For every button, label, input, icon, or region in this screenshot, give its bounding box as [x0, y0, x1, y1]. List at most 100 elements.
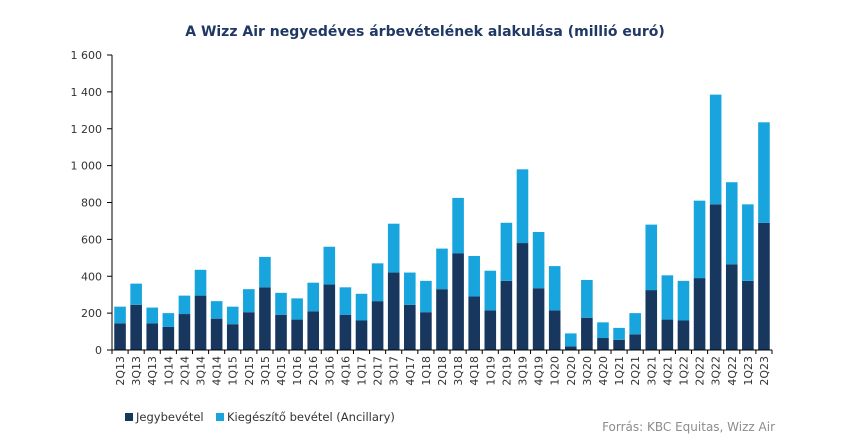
y-tick-label: 0 [95, 344, 102, 357]
bar-ancillary-1Q23 [742, 204, 754, 281]
bar-ticket-2Q19 [500, 280, 513, 350]
source-note: Forrás: KBC Equitas, Wizz Air [602, 420, 775, 434]
bar-ancillary-2Q14 [178, 295, 191, 315]
x-tick-label: 3Q21 [645, 356, 658, 386]
bar-ticket-1Q14 [162, 326, 175, 350]
x-tick-label: 3Q18 [452, 356, 465, 386]
x-tick-label: 2Q20 [565, 356, 578, 386]
x-tick-label: 1Q15 [227, 356, 240, 386]
bar-ticket-1Q17 [355, 320, 368, 350]
x-tick-label: 3Q19 [516, 356, 529, 386]
bar-ticket-3Q15 [259, 287, 271, 350]
y-tick-label: 1 600 [71, 49, 103, 62]
x-tick-label: 1Q20 [549, 356, 562, 386]
bar-ticket-2Q16 [307, 311, 320, 350]
bar-ticket-1Q16 [291, 319, 303, 350]
y-tick-label: 400 [81, 270, 102, 283]
x-tick-label: 1Q17 [356, 356, 369, 386]
bar-ticket-2Q23 [758, 222, 770, 350]
x-tick-label: 2Q15 [243, 356, 256, 386]
bar-ancillary-3Q15 [259, 256, 271, 288]
x-tick-label: 2Q19 [500, 356, 513, 386]
x-tick-label: 2Q21 [629, 356, 642, 386]
x-tick-label: 4Q21 [661, 356, 674, 386]
x-tick-label: 3Q20 [581, 356, 594, 386]
bar-ancillary-2Q19 [500, 222, 513, 281]
bar-ticket-4Q19 [532, 288, 545, 350]
chart-title: A Wizz Air negyedéves árbevételének alak… [185, 24, 665, 40]
bar-ticket-4Q22 [725, 264, 738, 350]
bar-ticket-3Q18 [452, 253, 464, 350]
bar-ticket-3Q17 [387, 272, 400, 350]
x-tick-label: 3Q17 [388, 356, 401, 386]
bar-ticket-3Q19 [516, 243, 529, 350]
bar-ancillary-3Q20 [581, 279, 593, 318]
legend-label: Jegybevétel [135, 410, 204, 424]
bar-ticket-4Q21 [661, 319, 674, 350]
bar-ticket-2Q18 [436, 289, 448, 350]
bar-ticket-2Q15 [243, 312, 255, 350]
bar-ticket-4Q13 [146, 323, 159, 350]
x-tick-label: 2Q17 [372, 356, 385, 386]
bar-ticket-1Q18 [420, 312, 432, 350]
x-tick-label: 1Q19 [484, 356, 497, 386]
bar-ancillary-4Q20 [597, 322, 609, 339]
y-tick-label: 1 200 [71, 123, 103, 136]
bar-ticket-3Q21 [645, 290, 658, 350]
bar-ancillary-2Q23 [758, 122, 770, 223]
bar-ancillary-2Q21 [629, 313, 641, 335]
bars [114, 94, 770, 350]
x-tick-label: 1Q21 [613, 356, 626, 386]
x-tick-label: 3Q14 [195, 356, 208, 386]
bar-ancillary-4Q19 [532, 232, 545, 289]
bar-ancillary-4Q22 [725, 182, 738, 265]
bar-ancillary-2Q15 [243, 289, 255, 313]
bar-ancillary-1Q16 [291, 298, 303, 320]
bar-ticket-2Q21 [629, 334, 641, 350]
bar-ancillary-4Q15 [275, 292, 287, 315]
bar-ticket-1Q22 [677, 320, 690, 350]
x-tick-label: 3Q15 [259, 356, 272, 386]
bar-ticket-2Q20 [564, 346, 577, 350]
bar-ticket-2Q17 [371, 301, 384, 350]
bar-ticket-4Q20 [597, 338, 609, 350]
y-axis: 0 200 400 600 800 1 000 1 200 1 400 1 600 [71, 49, 113, 357]
x-tick-label: 2Q16 [307, 356, 320, 386]
x-tick-label: 1Q18 [420, 356, 433, 386]
bar-ticket-4Q18 [468, 296, 480, 350]
bar-ticket-1Q20 [548, 310, 561, 350]
x-tick-label: 2Q18 [436, 356, 449, 386]
bar-ancillary-3Q18 [452, 197, 464, 254]
bar-ticket-1Q21 [613, 339, 625, 350]
bar-ticket-1Q15 [226, 324, 239, 350]
bar-ancillary-1Q21 [613, 327, 625, 340]
bar-ticket-4Q14 [210, 318, 223, 350]
x-tick-label: 2Q23 [758, 356, 771, 386]
bar-ancillary-1Q14 [162, 313, 175, 327]
bar-ancillary-3Q13 [130, 283, 142, 305]
y-tick-label: 1 400 [71, 86, 103, 99]
x-tick-label: 2Q22 [694, 356, 707, 386]
bar-ancillary-1Q20 [548, 266, 561, 311]
bar-ancillary-1Q19 [484, 270, 497, 311]
bar-ancillary-3Q17 [387, 223, 400, 273]
bar-ticket-3Q13 [130, 304, 142, 350]
bar-ancillary-3Q22 [709, 94, 722, 205]
bar-ancillary-2Q13 [114, 306, 126, 324]
bar-ticket-3Q20 [581, 317, 593, 350]
x-tick-label: 4Q14 [211, 356, 224, 386]
bar-ticket-3Q22 [709, 204, 722, 350]
bar-ancillary-4Q17 [404, 272, 416, 305]
bar-ancillary-3Q14 [194, 269, 207, 296]
bar-ticket-4Q17 [404, 304, 416, 350]
legend: Jegybevétel Kiegészítő bevétel (Ancillary… [125, 410, 395, 424]
bar-ancillary-3Q21 [645, 224, 658, 291]
bar-ticket-3Q16 [323, 284, 336, 350]
bar-ancillary-4Q21 [661, 275, 674, 320]
bar-ticket-1Q19 [484, 310, 497, 350]
bar-ancillary-1Q18 [420, 280, 432, 313]
bar-ancillary-2Q20 [564, 333, 577, 347]
x-tick-label: 1Q23 [742, 356, 755, 386]
x-tick-label: 1Q14 [162, 356, 175, 386]
